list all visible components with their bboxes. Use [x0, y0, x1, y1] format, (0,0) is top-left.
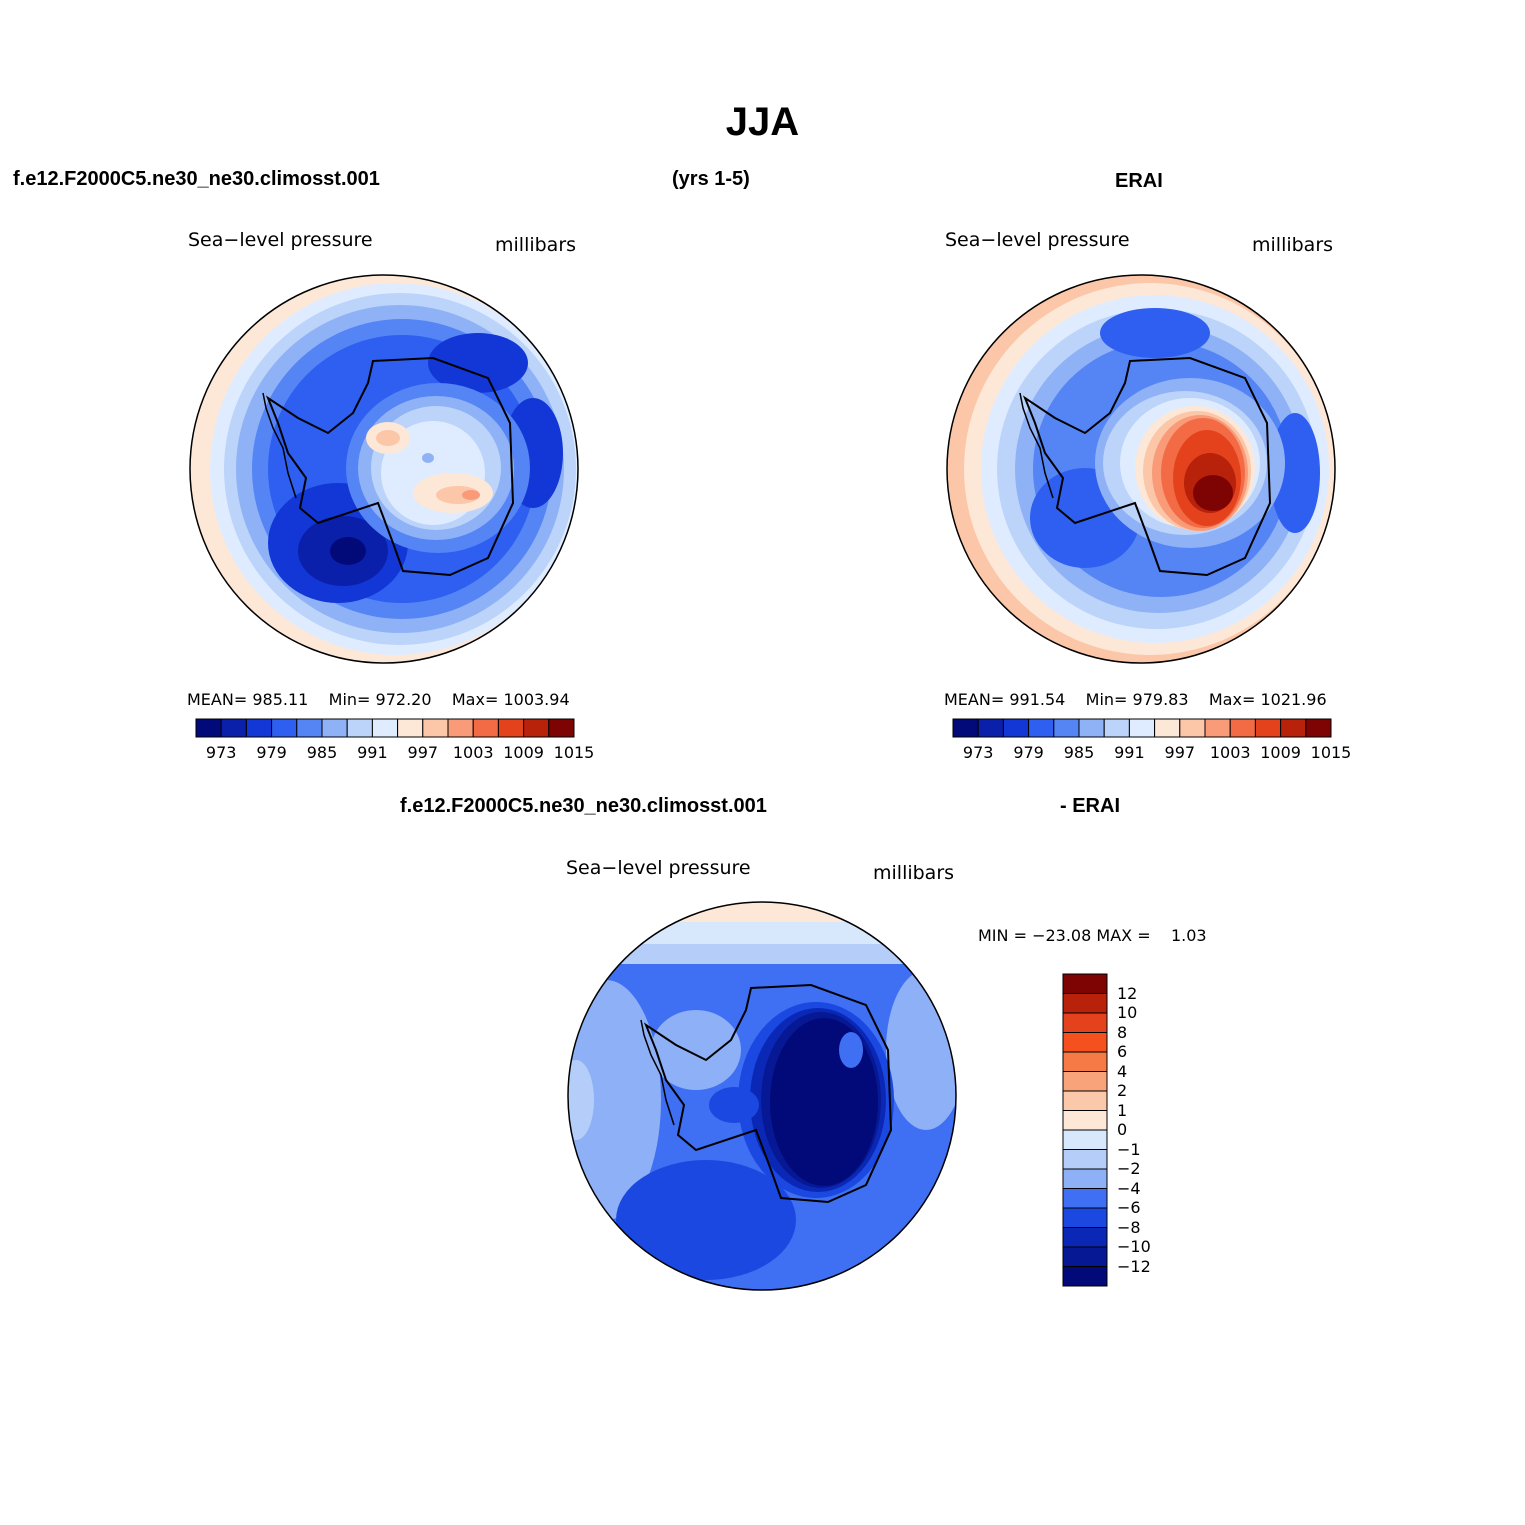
colorbar-swatch	[977, 718, 1004, 738]
colorbar-swatch	[1062, 1110, 1108, 1131]
diff-colorbar	[1062, 973, 1108, 1287]
obs-name-header: ERAI	[1115, 170, 1163, 192]
colorbar-tick-label: 2	[1117, 1081, 1128, 1100]
colorbar-tick-label: −4	[1117, 1178, 1141, 1198]
colorbar-tick-label: −2	[1117, 1159, 1141, 1178]
colorbar-tick-label: 1009	[1260, 743, 1301, 762]
colorbar-swatch	[1062, 1051, 1108, 1072]
colorbar-swatch	[1254, 718, 1282, 738]
model-stats: MEAN= 985.11 Min= 972.20 Max= 1003.94	[187, 690, 570, 709]
colorbar-swatch	[346, 718, 373, 738]
colorbar-tick-label: 1015	[553, 743, 595, 762]
diff-map	[567, 901, 957, 1291]
colorbar-swatch	[1229, 718, 1256, 738]
colorbar-swatch	[1103, 718, 1130, 738]
colorbar-tick-label: 1003	[452, 743, 494, 762]
case-name-header: f.e12.F2000C5.ne30_ne30.climosst.001	[13, 168, 380, 190]
diff-variable-label: Sea−level pressure	[566, 857, 751, 879]
obs-colorbar	[952, 718, 1332, 738]
colorbar-swatch	[271, 718, 298, 738]
colorbar-swatch	[1028, 718, 1055, 738]
colorbar-tick-label: 991	[357, 743, 388, 762]
colorbar-tick-label: 985	[1063, 743, 1095, 762]
colorbar-tick-label: 991	[1114, 743, 1145, 762]
colorbar-tick-label: 985	[306, 743, 338, 762]
obs-variable-label: Sea−level pressure	[945, 229, 1130, 251]
colorbar-swatch	[397, 718, 424, 738]
colorbar-tick-label: 973	[962, 743, 994, 762]
colorbar-swatch	[422, 718, 449, 738]
colorbar-swatch	[296, 718, 323, 738]
colorbar-tick-label: 997	[1164, 743, 1196, 762]
years-header: (yrs 1-5)	[672, 168, 750, 190]
obs-units-label: millibars	[1252, 234, 1334, 256]
colorbar-tick-label: 8	[1117, 1022, 1128, 1042]
colorbar-swatch	[220, 718, 247, 738]
colorbar-tick-label: 973	[205, 743, 237, 762]
diff-units-label: millibars	[873, 862, 955, 884]
colorbar-swatch	[1204, 718, 1231, 738]
colorbar-swatch	[1062, 1032, 1108, 1053]
colorbar-swatch	[1062, 1207, 1108, 1228]
colorbar-tick-label: 1	[1117, 1100, 1128, 1120]
colorbar-tick-label: −10	[1117, 1237, 1151, 1256]
colorbar-swatch	[523, 718, 550, 738]
colorbar-swatch	[952, 718, 979, 738]
model-units-label: millibars	[495, 234, 577, 256]
diff-obs-name-header: - ERAI	[1060, 795, 1120, 817]
model-map	[189, 274, 579, 664]
model-variable-label: Sea−level pressure	[188, 229, 373, 251]
colorbar-swatch	[1305, 718, 1332, 738]
colorbar-swatch	[1062, 1227, 1108, 1248]
colorbar-swatch	[371, 718, 399, 738]
colorbar-swatch	[1078, 718, 1105, 738]
colorbar-swatch	[1179, 718, 1206, 738]
colorbar-tick-label: 6	[1117, 1042, 1128, 1061]
model-colorbar	[195, 718, 575, 738]
colorbar-swatch	[1002, 718, 1030, 738]
colorbar-tick-label: −8	[1117, 1217, 1141, 1237]
colorbar-tick-label: −6	[1117, 1198, 1141, 1217]
colorbar-swatch	[1128, 718, 1156, 738]
colorbar-swatch	[1062, 1012, 1108, 1033]
colorbar-swatch	[1053, 718, 1080, 738]
colorbar-swatch	[245, 718, 273, 738]
page-title: JJA	[725, 100, 800, 144]
colorbar-swatch	[497, 718, 525, 738]
colorbar-swatch	[1062, 1071, 1108, 1092]
colorbar-tick-label: 1009	[503, 743, 544, 762]
colorbar-swatch	[472, 718, 499, 738]
colorbar-tick-label: 979	[1013, 743, 1044, 762]
colorbar-swatch	[195, 718, 222, 738]
colorbar-swatch	[1062, 1188, 1108, 1209]
colorbar-swatch	[1062, 1149, 1108, 1170]
obs-map	[946, 274, 1336, 664]
colorbar-swatch	[1062, 973, 1108, 994]
colorbar-tick-label: 997	[407, 743, 439, 762]
colorbar-tick-label: 12	[1117, 983, 1138, 1003]
diff-stats: MIN = −23.08 MAX = 1.03	[978, 926, 1207, 945]
colorbar-swatch	[1062, 1129, 1108, 1150]
colorbar-tick-label: 4	[1117, 1061, 1128, 1081]
colorbar-tick-label: 1003	[1209, 743, 1251, 762]
colorbar-swatch	[1062, 1168, 1108, 1189]
colorbar-swatch	[1062, 1246, 1108, 1267]
colorbar-swatch	[1280, 718, 1307, 738]
colorbar-tick-label: 1015	[1310, 743, 1352, 762]
colorbar-swatch	[548, 718, 575, 738]
colorbar-tick-label: 0	[1117, 1120, 1128, 1139]
colorbar-swatch	[1062, 993, 1108, 1014]
colorbar-tick-label: −12	[1117, 1256, 1151, 1276]
colorbar-tick-label: −1	[1117, 1139, 1141, 1159]
colorbar-tick-label: 979	[256, 743, 287, 762]
colorbar-swatch	[1154, 718, 1181, 738]
colorbar-tick-label: 10	[1117, 1003, 1138, 1022]
colorbar-swatch	[1062, 1090, 1108, 1111]
colorbar-swatch	[447, 718, 474, 738]
colorbar-swatch	[1062, 1266, 1108, 1287]
diff-case-name-header: f.e12.F2000C5.ne30_ne30.climosst.001	[400, 795, 767, 817]
colorbar-swatch	[321, 718, 348, 738]
obs-stats: MEAN= 991.54 Min= 979.83 Max= 1021.96	[944, 690, 1327, 709]
